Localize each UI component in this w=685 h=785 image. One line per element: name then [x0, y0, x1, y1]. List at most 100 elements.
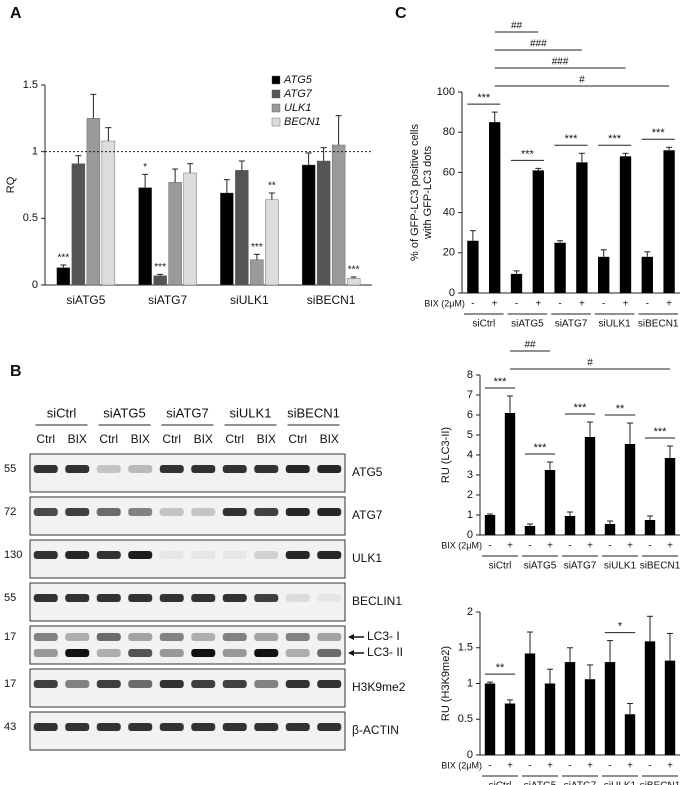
blot-band [65, 680, 90, 688]
blot-group-label: siULK1 [230, 405, 272, 420]
bar [220, 192, 234, 286]
x-tick-label: - [528, 541, 531, 552]
blot-band [128, 649, 153, 657]
x-tick-label: - [488, 761, 491, 772]
bar [524, 526, 536, 535]
blot-band [191, 508, 216, 516]
bar [604, 524, 616, 535]
blot-band [254, 551, 279, 559]
y-axis-label: with GFP-LC3 dots [422, 146, 434, 240]
y-tick-label: 0 [449, 287, 455, 299]
x-tick-label: - [608, 761, 611, 772]
comparison-label: *** [654, 426, 668, 438]
x-tick-label: + [623, 299, 629, 310]
x-tick-label: - [558, 299, 561, 310]
bar [138, 187, 152, 286]
bar [183, 172, 197, 286]
bar [663, 150, 675, 293]
blot-row-label: ATG5 [352, 465, 383, 479]
group-label: siATG5 [524, 781, 557, 785]
y-tick-label: 1 [467, 677, 473, 689]
y-axis-label: RU (H3K9me2) [440, 646, 452, 721]
bar [331, 144, 346, 286]
bar [641, 256, 653, 293]
bar [71, 163, 86, 286]
y-tick-label: 8 [467, 369, 473, 381]
bar [554, 242, 566, 293]
bar [644, 520, 656, 535]
blot-band [222, 723, 247, 731]
y-tick-label: 80 [443, 126, 455, 138]
y-tick-label: 0.5 [23, 212, 38, 224]
blot-band [33, 551, 58, 559]
blot-band [65, 508, 90, 516]
y-tick-label: 20 [443, 247, 455, 259]
bar [101, 140, 116, 286]
blot-marker: 55 [4, 463, 16, 475]
x-tick-label: + [535, 299, 541, 310]
panel-label: A [10, 5, 22, 22]
group-label: siULK1 [598, 319, 631, 330]
bar [484, 683, 496, 755]
x-tick-label: + [507, 761, 513, 772]
bar [598, 256, 610, 293]
y-tick-label: 60 [443, 166, 455, 178]
bar [564, 662, 576, 755]
y-tick-label: 5 [467, 429, 473, 441]
bar [524, 653, 536, 755]
y-tick-label: 100 [437, 86, 455, 98]
blot-band [65, 551, 90, 559]
blot-row-label: β-ACTIN [352, 723, 399, 737]
bar [235, 170, 249, 286]
x-tick-label: + [587, 541, 593, 552]
blot-lane-label: Ctrl [288, 432, 307, 446]
blot-marker: 130 [4, 549, 22, 561]
bar [584, 437, 596, 535]
x-tick-label: - [471, 299, 474, 310]
blot-lane-label: BIX [131, 432, 150, 446]
blot-band [222, 465, 247, 473]
blot-band [317, 633, 342, 641]
y-tick-label: 2 [467, 489, 473, 501]
comparison-label: ## [511, 21, 523, 32]
group-label: siCtrl [489, 781, 512, 785]
group-label: siATG5 [524, 561, 557, 572]
comparison-label: ** [496, 662, 505, 674]
blot-band [159, 551, 184, 559]
blot-band [65, 465, 90, 473]
blot-band [254, 508, 279, 516]
blot-band [317, 680, 342, 688]
blot-lane-label: Ctrl [162, 432, 181, 446]
significance-label: ** [268, 181, 276, 192]
legend-swatch [271, 89, 281, 99]
blot-band [128, 508, 153, 516]
bar [265, 199, 279, 286]
x-tick-label: - [488, 541, 491, 552]
blot-band [128, 723, 153, 731]
blot-band [159, 465, 184, 473]
blot-band [128, 633, 153, 641]
blot-band [191, 680, 216, 688]
blot-band [285, 465, 310, 473]
bar [467, 240, 479, 293]
blot-band [96, 508, 121, 516]
blot-band [33, 465, 58, 473]
blot-band [159, 649, 184, 657]
x-tick-label: - [602, 299, 605, 310]
x-tick-label: + [667, 761, 673, 772]
blot-band [254, 594, 279, 602]
blot-band [222, 680, 247, 688]
x-tick-label: - [608, 541, 611, 552]
blot-band [222, 508, 247, 516]
significance-label: * [143, 162, 147, 173]
bar [644, 641, 656, 755]
arrow-head [348, 650, 354, 656]
blot-band [285, 551, 310, 559]
blot-band [159, 508, 184, 516]
bar [576, 162, 588, 293]
x-tick-label: + [666, 299, 672, 310]
x-tick-label: siULK1 [230, 293, 269, 307]
blot-marker: 72 [4, 506, 16, 518]
blot-band [317, 594, 342, 602]
